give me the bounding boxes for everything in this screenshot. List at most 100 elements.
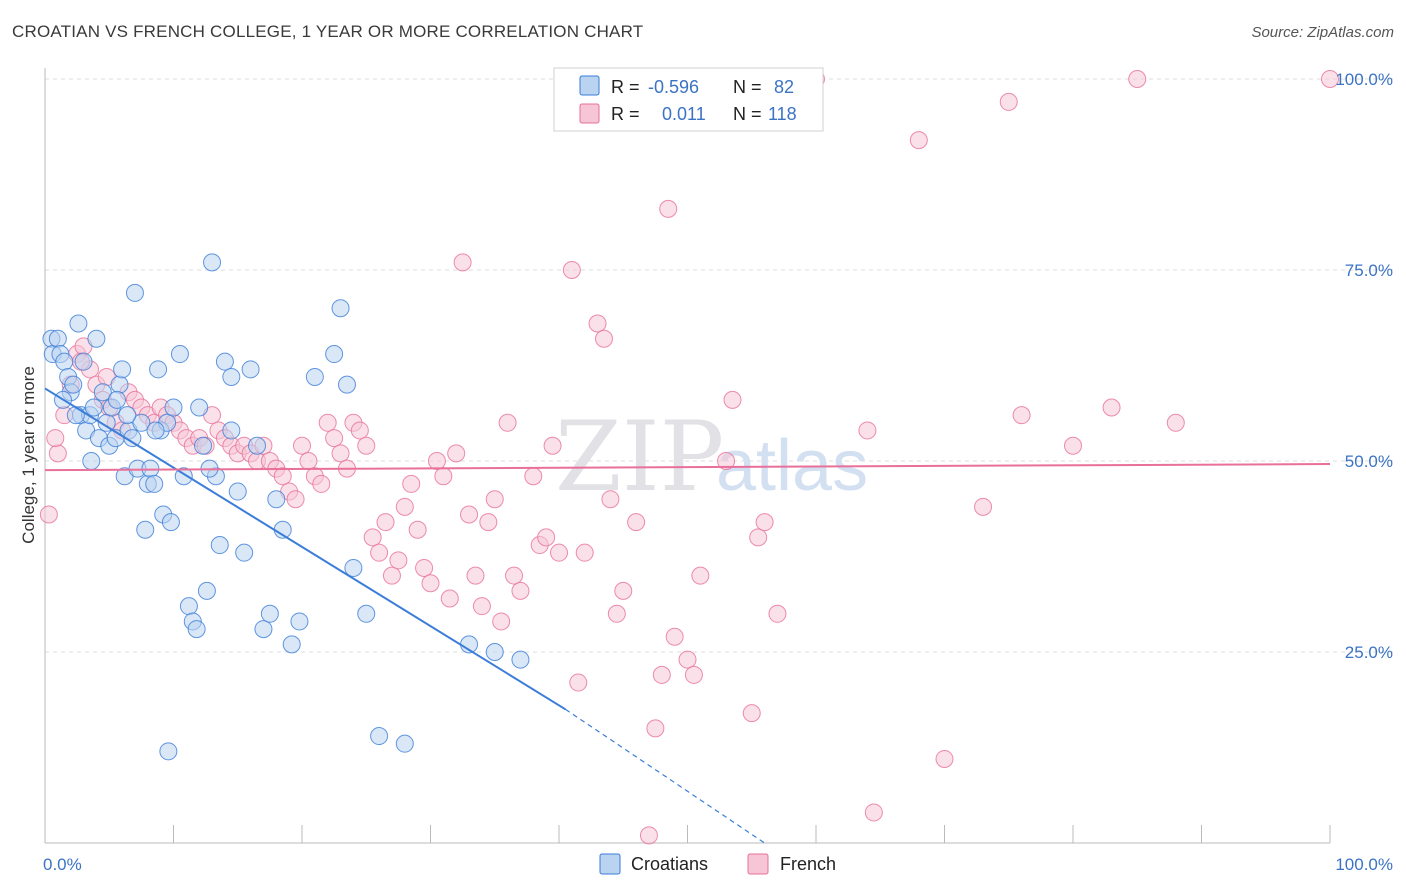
croatian-point xyxy=(215,352,234,371)
croatian-point xyxy=(159,742,178,761)
croatian-point xyxy=(110,375,129,394)
legend-r-label-croatians: R = xyxy=(611,77,640,97)
french-point xyxy=(524,467,543,486)
french-point xyxy=(485,490,504,509)
french-point xyxy=(466,566,485,585)
y-tick-label: 25.0% xyxy=(1345,643,1393,662)
croatian-point xyxy=(48,329,67,348)
french-point xyxy=(46,429,65,448)
axis-layer xyxy=(44,68,1331,844)
y-tick-labels: 25.0% 50.0% 75.0% 100.0% xyxy=(1335,70,1393,662)
croatian-point xyxy=(254,620,273,639)
french-point xyxy=(639,826,658,845)
french-point xyxy=(652,665,671,684)
y-axis-label: College, 1 year or more xyxy=(19,366,38,544)
croatian-point xyxy=(485,643,504,661)
croatian-point xyxy=(235,543,254,562)
croatians-trend-line xyxy=(44,387,566,711)
french-point xyxy=(627,513,646,532)
watermark-zip: ZIP xyxy=(555,401,724,513)
croatian-point xyxy=(74,352,93,371)
source-label: Source: ZipAtlas.com xyxy=(1251,24,1394,41)
french-point xyxy=(1064,436,1082,455)
french-point xyxy=(909,131,928,150)
french-point xyxy=(999,92,1018,111)
croatian-point xyxy=(107,390,126,409)
bottom-legend-swatch-french xyxy=(747,853,769,875)
croatian-point xyxy=(248,436,267,455)
french-point xyxy=(755,513,774,532)
french-point xyxy=(742,704,761,723)
french-point xyxy=(594,329,613,348)
french-point xyxy=(569,673,588,692)
french-point xyxy=(864,803,883,822)
french-point xyxy=(511,581,530,600)
french-point xyxy=(460,505,479,524)
croatian-point xyxy=(136,520,155,539)
bottom-legend-swatch-croatians xyxy=(599,853,621,875)
french-point xyxy=(543,436,562,455)
bottom-legend-label-french: French xyxy=(780,854,836,874)
y-tick-label: 50.0% xyxy=(1345,452,1393,471)
croatian-point xyxy=(331,299,350,318)
legend-swatch-french xyxy=(579,103,600,124)
french-point xyxy=(646,719,665,738)
french-point xyxy=(537,528,556,547)
croatian-point xyxy=(282,635,301,654)
french-point xyxy=(505,566,524,585)
croatian-point xyxy=(228,482,247,501)
croatian-point xyxy=(187,620,206,639)
french-point xyxy=(447,444,466,463)
french-point xyxy=(678,650,697,669)
french-point xyxy=(415,558,434,577)
watermark: ZIP atlas xyxy=(555,401,868,513)
french-point xyxy=(1128,70,1147,88)
french-point xyxy=(357,436,376,455)
croatian-point xyxy=(190,398,209,417)
french-trend-line xyxy=(44,463,1331,472)
french-point xyxy=(691,566,710,585)
trend-lines xyxy=(44,387,1331,844)
chart-title: CROATIAN VS FRENCH COLLEGE, 1 YEAR OR MO… xyxy=(12,22,644,41)
french-point xyxy=(492,612,511,631)
french-point xyxy=(427,452,446,470)
croatian-point xyxy=(179,597,198,616)
croatian-point xyxy=(161,513,180,532)
y-tick-label: 75.0% xyxy=(1345,261,1393,280)
bottom-legend-label-croatians: Croatians xyxy=(631,854,708,874)
croatian-point xyxy=(113,360,132,379)
legend-r-value-french: 0.011 xyxy=(662,104,706,124)
croatian-point xyxy=(325,345,344,364)
french-point xyxy=(588,314,607,333)
croatians-trend-extension xyxy=(565,708,765,844)
french-point xyxy=(601,490,620,509)
french-point xyxy=(498,413,517,432)
bottom-legend: Croatians French xyxy=(599,853,836,875)
legend-swatch-croatians xyxy=(579,75,600,96)
croatian-point xyxy=(370,727,389,746)
croatians-points xyxy=(42,253,530,761)
french-point xyxy=(299,452,318,470)
french-point xyxy=(723,390,742,409)
french-point xyxy=(286,490,305,509)
french-point xyxy=(350,421,369,440)
french-point xyxy=(1012,406,1031,425)
french-point xyxy=(684,665,703,684)
french-point xyxy=(453,253,472,272)
croatian-point xyxy=(222,421,241,440)
croatian-point xyxy=(164,398,183,417)
french-point xyxy=(479,513,498,532)
french-point xyxy=(717,452,736,470)
croatian-point xyxy=(69,314,88,333)
french-point xyxy=(382,566,401,585)
legend-n-label-french: N = xyxy=(733,104,762,124)
x-tick-label: 0.0% xyxy=(43,855,82,874)
french-point xyxy=(935,749,954,768)
croatian-point xyxy=(170,345,189,364)
french-point xyxy=(974,497,993,516)
legend-n-label-croatians: N = xyxy=(733,77,762,97)
french-point xyxy=(395,497,414,516)
french-point xyxy=(331,444,350,463)
french-point xyxy=(749,528,768,547)
french-point xyxy=(389,551,408,570)
